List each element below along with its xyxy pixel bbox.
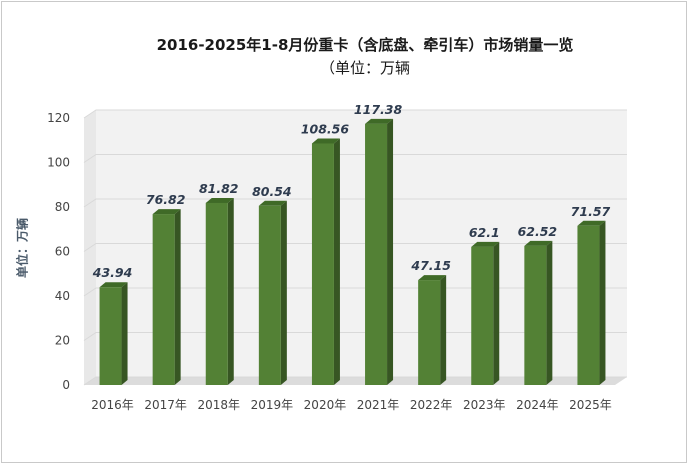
bar-side bbox=[333, 138, 340, 385]
bar-top bbox=[152, 209, 181, 215]
x-tick-label: 2023年 bbox=[463, 398, 506, 412]
chart-subtitle: （单位：万辆 bbox=[319, 59, 410, 77]
y-tick-label: 100 bbox=[47, 156, 70, 170]
gridline bbox=[83, 376, 627, 386]
gridline bbox=[83, 154, 627, 163]
bar-top bbox=[524, 240, 553, 246]
x-tick-label: 2017年 bbox=[144, 398, 187, 412]
data-label: 76.82 bbox=[146, 192, 186, 207]
bar-side bbox=[174, 209, 181, 385]
bar-top bbox=[205, 197, 234, 203]
bar bbox=[205, 202, 228, 385]
y-tick-label: 20 bbox=[55, 334, 70, 348]
data-label: 47.15 bbox=[410, 258, 451, 273]
gridline bbox=[83, 332, 627, 341]
bar-side bbox=[440, 275, 447, 385]
x-tick-label: 2022年 bbox=[410, 398, 453, 412]
y-tick-label: 80 bbox=[55, 200, 70, 214]
gridline bbox=[83, 109, 627, 119]
bar-side bbox=[599, 220, 606, 385]
y-tick-label: 0 bbox=[62, 378, 70, 392]
x-tick-label: 2019年 bbox=[251, 398, 294, 412]
data-label: 71.57 bbox=[571, 204, 611, 219]
data-label: 108.56 bbox=[301, 121, 350, 136]
bar-top bbox=[577, 220, 606, 226]
bar bbox=[418, 280, 441, 385]
bar-top bbox=[99, 282, 128, 288]
x-tick-label: 2018年 bbox=[197, 398, 240, 412]
y-tick-label: 60 bbox=[55, 245, 70, 259]
x-tick-label: 2016年 bbox=[91, 398, 134, 412]
chart-title: 2016-2025年1-8月份重卡（含底盘、牵引车）市场销量一览 bbox=[156, 36, 574, 54]
x-tick-label: 2021年 bbox=[357, 398, 400, 412]
gridline bbox=[83, 287, 627, 297]
bar-side bbox=[387, 118, 394, 385]
gridline bbox=[83, 243, 627, 252]
bar-side bbox=[121, 282, 128, 385]
bar bbox=[577, 225, 600, 385]
bar-side bbox=[227, 197, 234, 385]
bar bbox=[152, 214, 175, 385]
data-label: 80.54 bbox=[252, 184, 292, 199]
bar-top bbox=[258, 200, 287, 206]
bar bbox=[99, 287, 122, 385]
y-tick-label: 40 bbox=[55, 289, 70, 303]
bar-top bbox=[365, 118, 394, 124]
bar bbox=[471, 246, 494, 385]
bar-side bbox=[280, 200, 287, 385]
bar-top bbox=[471, 241, 500, 247]
data-label: 62.1 bbox=[469, 225, 500, 240]
data-label: 81.82 bbox=[199, 181, 239, 196]
bar bbox=[365, 123, 388, 385]
bar bbox=[311, 143, 334, 385]
x-tick-label: 2025年 bbox=[569, 398, 612, 412]
bar-top bbox=[418, 275, 447, 281]
x-tick-label: 2024年 bbox=[516, 398, 559, 412]
bar-top bbox=[311, 138, 340, 144]
x-tick-label: 2020年 bbox=[304, 398, 347, 412]
data-label: 62.52 bbox=[518, 224, 558, 239]
bar-side bbox=[493, 241, 500, 385]
data-label: 117.38 bbox=[354, 102, 403, 117]
bar bbox=[258, 205, 281, 385]
bar bbox=[524, 245, 547, 385]
gridline bbox=[83, 198, 627, 208]
y-tick-label: 120 bbox=[47, 111, 70, 125]
data-label: 43.94 bbox=[92, 265, 133, 280]
bar-side bbox=[546, 240, 553, 385]
